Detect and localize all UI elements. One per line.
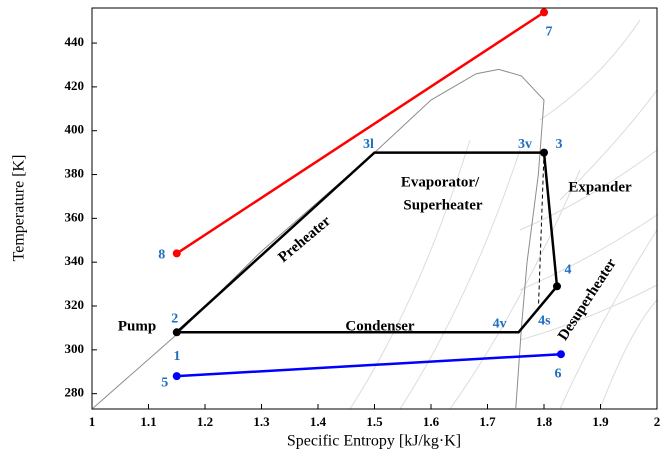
point-label: 4s [538,314,551,329]
point-marker [172,372,181,381]
x-tick-label: 1.3 [253,414,270,429]
point-label: 5 [161,375,168,390]
cycle-line [173,151,559,334]
point-label: 2 [171,312,178,327]
saturation-dome [92,68,545,409]
cycle-line [537,152,545,311]
point-label: 6 [554,366,561,381]
annotation: Pump [118,318,156,334]
y-tick-label: 300 [65,341,85,356]
point-marker [552,282,561,291]
y-tick-label: 420 [65,78,85,93]
x-tick-label: 1.2 [197,414,213,429]
annotation: Preheater [275,213,334,266]
annotation: 1 [174,349,181,364]
point-label: 4 [564,263,571,278]
x-tick-label: 2 [654,414,661,429]
x-tick-label: 1 [89,414,96,429]
y-axis-label: Temperature [K] [11,155,28,262]
point-marker [172,249,181,258]
y-tick-label: 400 [65,122,85,137]
annotation: Evaporator/ [401,174,480,190]
y-tick-label: 340 [65,253,85,268]
annotation: Expander [568,179,632,195]
point-label: 3v [518,137,532,152]
cycle-line [176,11,545,255]
x-tick-label: 1.9 [592,414,609,429]
x-tick-label: 1.7 [479,414,496,429]
y-tick-label: 280 [65,385,85,400]
background-isolines [349,19,657,409]
annotation: Condenser [345,318,415,334]
plot-area [92,68,545,409]
point-marker [172,328,181,337]
y-tick-label: 380 [65,166,85,181]
x-tick-label: 1.8 [536,414,553,429]
point-label: 8 [158,248,165,263]
point-label: 4v [493,317,507,332]
x-tick-label: 1.4 [310,414,327,429]
x-tick-label: 1.6 [423,414,440,429]
cycle-line [176,352,562,378]
y-tick-label: 440 [65,34,85,49]
point-label: 3l [363,137,374,152]
point-marker [540,8,548,17]
y-tick-label: 320 [65,297,85,312]
point-label: 7 [546,25,553,40]
y-tick-label: 360 [65,209,85,224]
x-tick-label: 1.1 [140,414,156,429]
x-axis-label: Specific Entropy [kJ/kg·K] [287,433,461,450]
x-tick-label: 1.5 [366,414,383,429]
point-marker [556,350,565,359]
annotation: Superheater [403,197,482,213]
point-label: 3 [556,137,563,152]
